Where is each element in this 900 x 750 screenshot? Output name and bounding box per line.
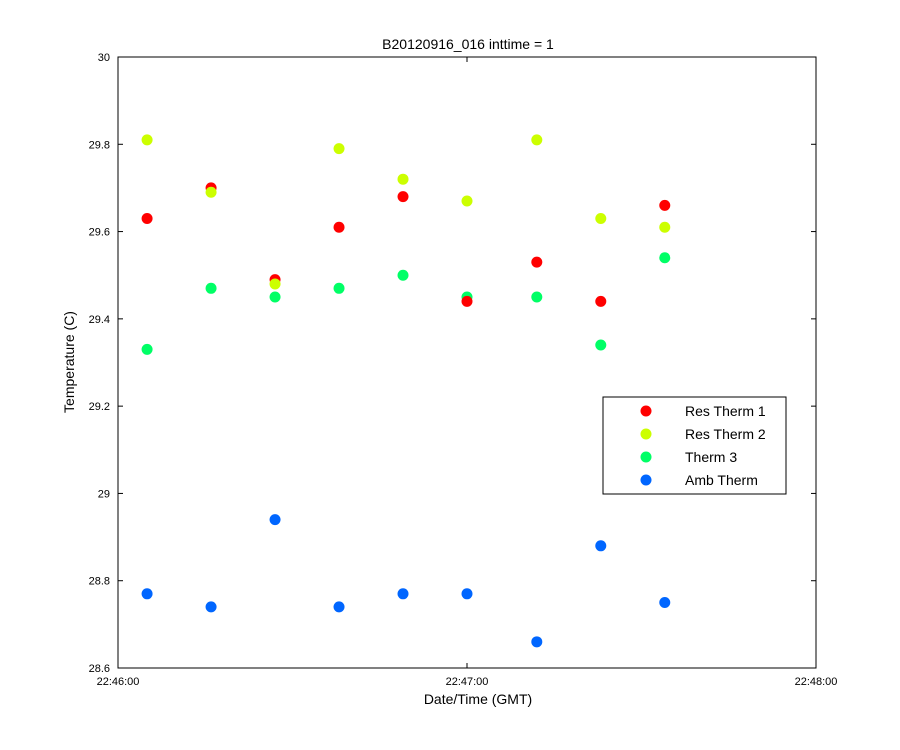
data-point-amb-therm [205, 601, 217, 613]
data-point-therm-3 [659, 252, 671, 264]
data-point-amb-therm [531, 636, 543, 648]
data-point-res-therm-2 [461, 195, 473, 207]
legend-label: Amb Therm [685, 472, 758, 488]
y-axis-label: Temperature (C) [61, 311, 77, 413]
y-axis-ticks: 28.6 28.8 29 29.2 29.4 29.6 29.8 30 [89, 52, 816, 675]
data-point-res-therm-2 [659, 221, 671, 233]
y-tick-label: 29 [98, 488, 110, 500]
y-tick-label: 29.2 [89, 401, 110, 413]
data-point-res-therm-1 [659, 199, 671, 211]
data-point-res-therm-1 [397, 191, 409, 203]
data-point-amb-therm [595, 540, 607, 552]
data-point-amb-therm [461, 588, 473, 600]
data-point-res-therm-2 [205, 186, 217, 198]
data-point-therm-3 [397, 269, 409, 281]
data-point-amb-therm [397, 588, 409, 600]
legend-label: Res Therm 1 [685, 403, 766, 419]
data-point-amb-therm [141, 588, 153, 600]
y-tick-label: 28.6 [89, 663, 110, 675]
legend-marker [640, 405, 652, 417]
data-point-res-therm-2 [595, 212, 607, 224]
data-points [141, 134, 671, 648]
data-point-therm-3 [333, 282, 345, 294]
y-tick-label: 29.8 [89, 139, 110, 151]
data-point-amb-therm [659, 597, 671, 609]
data-point-res-therm-2 [397, 173, 409, 185]
plot-area [117, 56, 817, 669]
data-point-res-therm-2 [333, 143, 345, 155]
data-point-res-therm-1 [141, 212, 153, 224]
x-tick-label: 22:47:00 [446, 676, 489, 688]
y-tick-label: 28.8 [89, 576, 110, 588]
data-point-therm-3 [531, 291, 543, 303]
data-point-res-therm-1 [461, 295, 473, 307]
data-point-res-therm-2 [141, 134, 153, 146]
x-axis-label: Date/Time (GMT) [424, 691, 532, 707]
y-tick-label: 30 [98, 52, 110, 64]
data-point-res-therm-1 [595, 295, 607, 307]
legend-marker [640, 428, 652, 440]
data-point-therm-3 [141, 343, 153, 355]
data-point-therm-3 [269, 291, 281, 303]
data-point-res-therm-2 [531, 134, 543, 146]
x-tick-label: 22:46:00 [97, 676, 140, 688]
x-tick-label: 22:48:00 [795, 676, 838, 688]
data-point-therm-3 [595, 339, 607, 351]
data-point-therm-3 [205, 282, 217, 294]
legend-marker [640, 474, 652, 486]
y-tick-label: 29.6 [89, 227, 110, 239]
y-tick-label: 29.4 [89, 314, 110, 326]
legend: Res Therm 1 Res Therm 2 Therm 3 Amb Therm [602, 396, 787, 495]
data-point-amb-therm [269, 514, 281, 526]
data-point-res-therm-1 [531, 256, 543, 268]
data-point-res-therm-1 [333, 221, 345, 233]
data-point-amb-therm [333, 601, 345, 613]
legend-label: Therm 3 [685, 449, 737, 465]
chart-title: B20120916_016 inttime = 1 [382, 36, 554, 52]
x-axis-ticks: 22:46:00 22:47:00 22:48:00 [97, 57, 838, 688]
data-point-res-therm-2 [269, 278, 281, 290]
legend-box [602, 396, 787, 495]
legend-marker [640, 451, 652, 463]
legend-label: Res Therm 2 [685, 426, 766, 442]
